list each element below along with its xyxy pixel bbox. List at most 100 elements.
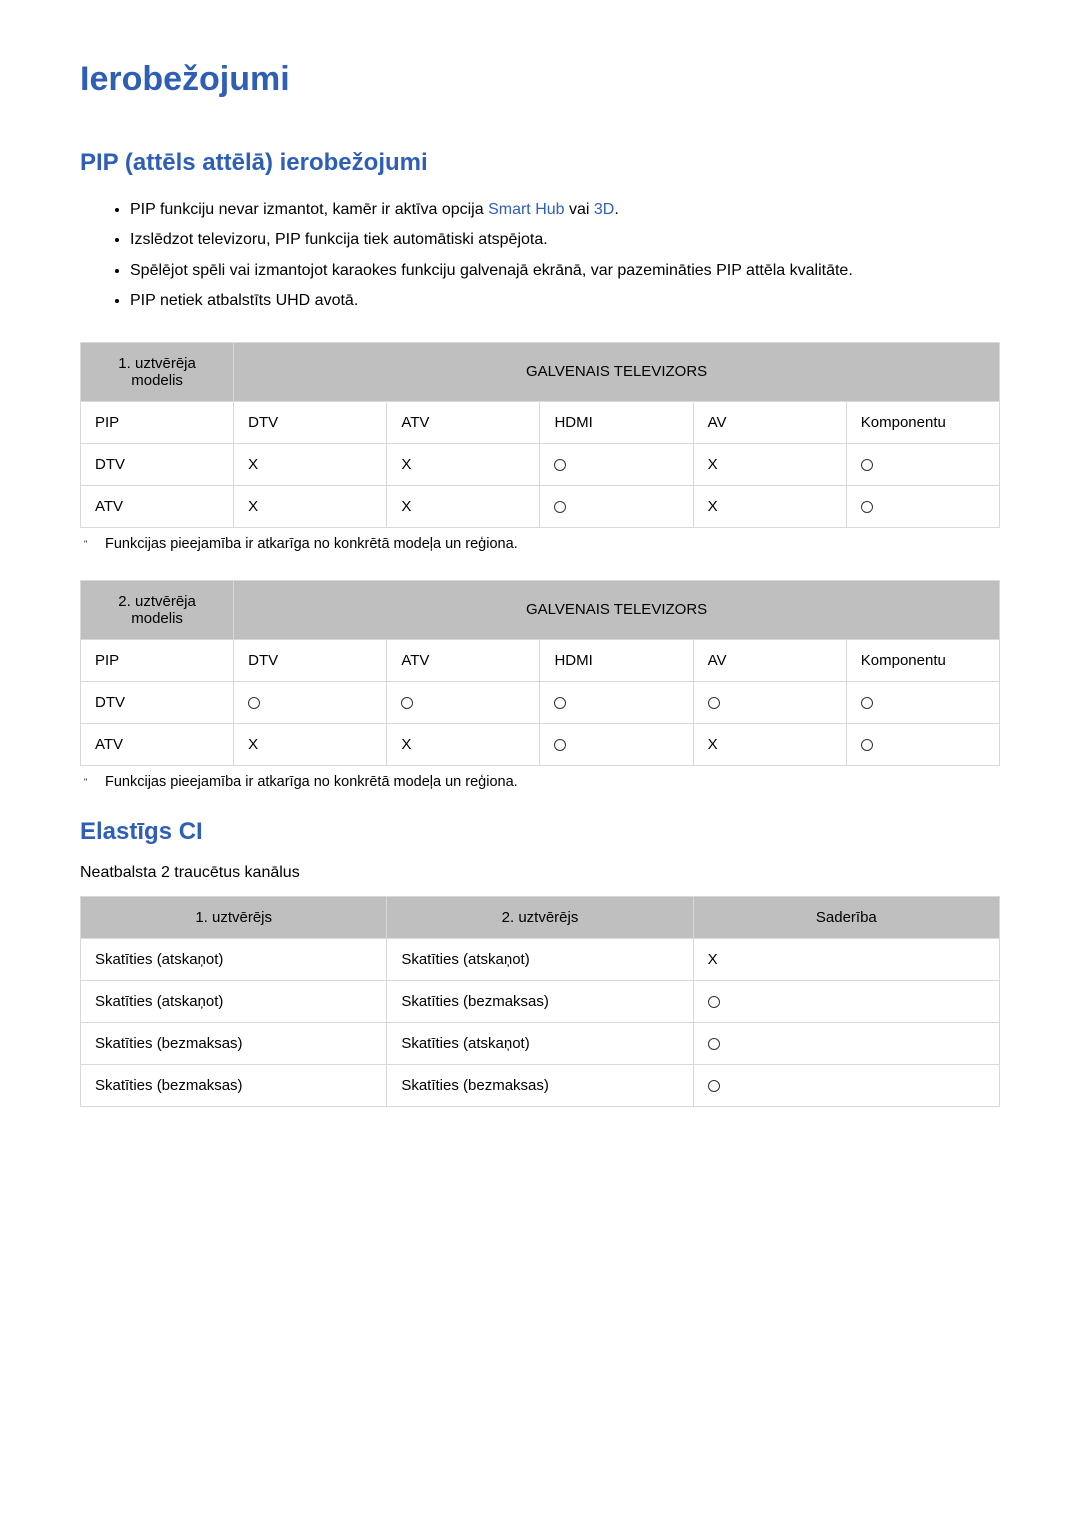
cell: X [234, 723, 387, 765]
cell: Skatīties (atskaņot) [81, 980, 387, 1022]
col-header: Komponentu [846, 639, 999, 681]
circle-icon [554, 739, 566, 751]
cell [540, 723, 693, 765]
col-header: ATV [387, 639, 540, 681]
section-pip-heading: PIP (attēls attēlā) ierobežojumi [80, 149, 1000, 177]
cell: X [387, 723, 540, 765]
col-header: PIP [81, 639, 234, 681]
ci-table: 1. uztvērējs 2. uztvērējs Saderība Skatī… [80, 896, 1000, 1107]
circle-icon [708, 996, 720, 1008]
cell [540, 443, 693, 485]
col-header: ATV [387, 401, 540, 443]
text: PIP netiek atbalstīts UHD avotā. [130, 292, 358, 309]
table-row: Skatīties (bezmaksas) Skatīties (bezmaks… [81, 1064, 1000, 1106]
table-row: ATV X X X [81, 485, 1000, 527]
circle-icon [554, 697, 566, 709]
text: PIP funkciju nevar izmantot, kamēr ir ak… [130, 201, 488, 218]
table-row: Skatīties (atskaņot) Skatīties (bezmaksa… [81, 980, 1000, 1022]
cell: X [234, 443, 387, 485]
cell: X [387, 485, 540, 527]
cell [540, 485, 693, 527]
col-header: AV [693, 401, 846, 443]
list-item: Spēlējot spēli vai izmantojot karaokes f… [130, 256, 1000, 286]
cell: X [693, 938, 999, 980]
col-header: HDMI [540, 639, 693, 681]
col-header: Komponentu [846, 401, 999, 443]
circle-icon [861, 739, 873, 751]
header-main-tv: GALVENAIS TELEVIZORS [234, 580, 1000, 639]
row-label: ATV [81, 723, 234, 765]
three-d-label: 3D [594, 201, 614, 218]
circle-icon [554, 501, 566, 513]
circle-icon [554, 459, 566, 471]
cell [693, 980, 999, 1022]
cell: Skatīties (bezmaksas) [387, 980, 693, 1022]
footnote: Funkcijas pieejamība ir atkarīga no konk… [80, 536, 1000, 552]
table-row: 1. uztvērēja modelis GALVENAIS TELEVIZOR… [81, 342, 1000, 401]
cell: X [693, 485, 846, 527]
cell: Skatīties (atskaņot) [387, 1022, 693, 1064]
pip-table-2: 2. uztvērēja modelis GALVENAIS TELEVIZOR… [80, 580, 1000, 766]
table-row: Skatīties (atskaņot) Skatīties (atskaņot… [81, 938, 1000, 980]
table-row: 1. uztvērējs 2. uztvērējs Saderība [81, 896, 1000, 938]
circle-icon [861, 459, 873, 471]
cell [846, 443, 999, 485]
col-header: 2. uztvērējs [387, 896, 693, 938]
cell: X [387, 443, 540, 485]
page-title: Ierobežojumi [80, 60, 1000, 99]
col-header: 1. uztvērējs [81, 896, 387, 938]
circle-icon [708, 697, 720, 709]
cell [846, 723, 999, 765]
cell: Skatīties (bezmaksas) [81, 1022, 387, 1064]
cell: Skatīties (atskaņot) [387, 938, 693, 980]
col-header: DTV [234, 401, 387, 443]
row-label: DTV [81, 443, 234, 485]
footnote: Funkcijas pieejamība ir atkarīga no konk… [80, 774, 1000, 790]
text: Spēlējot spēli vai izmantojot karaokes f… [130, 262, 853, 279]
pip-table-1: 1. uztvērēja modelis GALVENAIS TELEVIZOR… [80, 342, 1000, 528]
row-label: DTV [81, 681, 234, 723]
header-main-tv: GALVENAIS TELEVIZORS [234, 342, 1000, 401]
cell [693, 1022, 999, 1064]
smart-hub-label: Smart Hub [488, 201, 564, 218]
section-ci-heading: Elastīgs CI [80, 818, 1000, 846]
table-row: PIP DTV ATV HDMI AV Komponentu [81, 639, 1000, 681]
cell [693, 681, 846, 723]
cell [693, 1064, 999, 1106]
col-header: PIP [81, 401, 234, 443]
cell: Skatīties (bezmaksas) [387, 1064, 693, 1106]
header-receiver-model: 1. uztvērēja modelis [81, 342, 234, 401]
text: vai [565, 201, 594, 218]
circle-icon [708, 1080, 720, 1092]
circle-icon [861, 501, 873, 513]
col-header: Saderība [693, 896, 999, 938]
table-row: DTV X X X [81, 443, 1000, 485]
cell: X [693, 723, 846, 765]
text: Izslēdzot televizoru, PIP funkcija tiek … [130, 231, 548, 248]
circle-icon [861, 697, 873, 709]
cell: Skatīties (bezmaksas) [81, 1064, 387, 1106]
cell: X [234, 485, 387, 527]
list-item: PIP funkciju nevar izmantot, kamēr ir ak… [130, 195, 1000, 225]
cell [846, 681, 999, 723]
table-row: DTV [81, 681, 1000, 723]
col-header: HDMI [540, 401, 693, 443]
col-header: DTV [234, 639, 387, 681]
cell [387, 681, 540, 723]
circle-icon [401, 697, 413, 709]
circle-icon [248, 697, 260, 709]
pip-bullet-list: PIP funkciju nevar izmantot, kamēr ir ak… [80, 195, 1000, 317]
col-header: AV [693, 639, 846, 681]
ci-subtext: Neatbalsta 2 traucētus kanālus [80, 864, 1000, 882]
table-row: 2. uztvērēja modelis GALVENAIS TELEVIZOR… [81, 580, 1000, 639]
text: . [614, 201, 618, 218]
cell: X [693, 443, 846, 485]
header-receiver-model: 2. uztvērēja modelis [81, 580, 234, 639]
cell [234, 681, 387, 723]
list-item: Izslēdzot televizoru, PIP funkcija tiek … [130, 225, 1000, 255]
cell [846, 485, 999, 527]
circle-icon [708, 1038, 720, 1050]
table-row: Skatīties (bezmaksas) Skatīties (atskaņo… [81, 1022, 1000, 1064]
table-row: ATV X X X [81, 723, 1000, 765]
cell [540, 681, 693, 723]
